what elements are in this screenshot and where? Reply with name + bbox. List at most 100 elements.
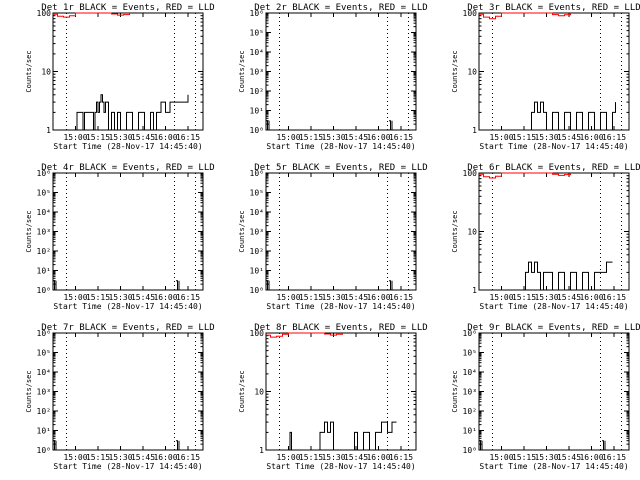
series-line-events — [479, 440, 483, 451]
y-tick-label: 10² — [37, 247, 51, 256]
x-tick-label: 16:15 — [176, 133, 200, 142]
plot-frame — [265, 172, 417, 291]
y-tick-label: 10⁰ — [250, 286, 264, 295]
x-axis-label: Start Time (28-Nov-17 14:45:40) — [53, 462, 202, 471]
x-tick-label: 15:30 — [534, 133, 558, 142]
panel-title: Det 8r BLACK = Events, RED = LLD — [254, 323, 427, 333]
y-tick-label: 10³ — [37, 228, 51, 237]
y-axis-label: Counts/sec — [238, 50, 246, 92]
plot-frame — [265, 332, 417, 451]
plot-frame — [52, 172, 204, 291]
x-tick-label: 16:15 — [389, 453, 413, 462]
y-axis-label: Counts/sec — [451, 370, 459, 412]
y-axis-label: Counts/sec — [451, 210, 459, 252]
series-line-events — [602, 440, 606, 451]
x-axis-label: Start Time (28-Nov-17 14:45:40) — [479, 142, 628, 151]
series-line-events — [288, 421, 397, 451]
x-tick-label: 15:45 — [557, 293, 581, 302]
y-tick-label: 10⁵ — [463, 349, 477, 358]
y-tick-label: 1 — [472, 126, 477, 135]
x-tick-label: 15:30 — [534, 453, 558, 462]
y-tick-label: 1 — [259, 446, 264, 455]
panel-3: Det 3r BLACK = Events, RED = LLD15:0015:… — [451, 3, 640, 151]
y-tick-label: 10⁰ — [463, 446, 477, 455]
y-tick-label: 10⁰ — [37, 446, 51, 455]
series-line-events — [522, 261, 613, 291]
series-line-events — [176, 280, 180, 291]
x-tick-label: 15:00 — [63, 453, 87, 462]
x-tick-label: 15:15 — [299, 133, 323, 142]
x-tick-label: 15:30 — [321, 133, 345, 142]
x-tick-label: 15:00 — [489, 133, 513, 142]
y-tick-label: 1 — [472, 286, 477, 295]
y-tick-label: 100 — [463, 169, 478, 178]
x-tick-label: 16:15 — [389, 293, 413, 302]
series-line-events — [53, 440, 57, 451]
y-tick-label: 10⁵ — [250, 29, 264, 38]
x-tick-label: 15:15 — [299, 293, 323, 302]
x-tick-label: 15:30 — [321, 293, 345, 302]
panel-9: Det 9r BLACK = Events, RED = LLD15:0015:… — [451, 323, 640, 471]
panel-7: Det 7r BLACK = Events, RED = LLD15:0015:… — [25, 323, 215, 471]
y-tick-label: 10⁴ — [250, 48, 264, 57]
panel-title: Det 4r BLACK = Events, RED = LLD — [41, 163, 214, 173]
y-axis-label: Counts/sec — [238, 210, 246, 252]
x-tick-label: 15:15 — [299, 453, 323, 462]
x-tick-label: 15:30 — [534, 293, 558, 302]
y-tick-label: 10⁶ — [37, 169, 51, 178]
x-tick-label: 16:00 — [366, 133, 390, 142]
panel-4: Det 4r BLACK = Events, RED = LLD15:0015:… — [25, 163, 215, 311]
x-tick-label: 15:00 — [489, 293, 513, 302]
x-tick-label: 16:15 — [389, 133, 413, 142]
panel-title: Det 1r BLACK = Events, RED = LLD — [41, 3, 214, 13]
plot-frame — [265, 12, 417, 131]
y-tick-label: 10⁵ — [37, 349, 51, 358]
x-axis-label: Start Time (28-Nov-17 14:45:40) — [479, 302, 628, 311]
x-axis-label: Start Time (28-Nov-17 14:45:40) — [53, 142, 202, 151]
x-axis-label: Start Time (28-Nov-17 14:45:40) — [266, 462, 415, 471]
panel-title: Det 6r BLACK = Events, RED = LLD — [467, 163, 640, 173]
y-tick-label: 10¹ — [250, 107, 264, 116]
x-tick-label: 15:15 — [86, 293, 110, 302]
y-tick-label: 100 — [463, 9, 478, 18]
x-tick-label: 15:45 — [131, 293, 155, 302]
series-line-lld — [479, 12, 571, 20]
y-tick-label: 10³ — [37, 388, 51, 397]
y-tick-label: 10³ — [250, 68, 264, 77]
x-tick-label: 16:00 — [579, 133, 603, 142]
x-tick-label: 15:00 — [63, 133, 87, 142]
series-line-events — [53, 280, 57, 291]
x-tick-label: 15:45 — [344, 133, 368, 142]
y-axis-label: Counts/sec — [238, 370, 246, 412]
y-axis-label: Counts/sec — [451, 50, 459, 92]
x-tick-label: 16:15 — [602, 133, 626, 142]
x-tick-label: 15:15 — [512, 293, 536, 302]
y-tick-label: 1 — [46, 126, 51, 135]
y-tick-label: 10⁴ — [250, 208, 264, 217]
y-tick-label: 10¹ — [250, 267, 264, 276]
x-tick-label: 15:45 — [131, 453, 155, 462]
y-tick-label: 10³ — [250, 228, 264, 237]
x-tick-label: 16:15 — [176, 453, 200, 462]
y-axis-label: Counts/sec — [25, 210, 33, 252]
y-axis-label: Counts/sec — [25, 50, 33, 92]
panel-8: Det 8r BLACK = Events, RED = LLD15:0015:… — [238, 323, 428, 471]
x-tick-label: 15:45 — [131, 133, 155, 142]
y-tick-label: 10⁶ — [250, 9, 264, 18]
series-line-events — [266, 120, 270, 131]
y-tick-label: 100 — [250, 329, 265, 338]
y-tick-label: 10⁰ — [37, 286, 51, 295]
series-line-events — [389, 280, 393, 291]
y-tick-label: 10⁶ — [37, 329, 51, 338]
y-tick-label: 10³ — [463, 388, 477, 397]
series-line-lld — [53, 12, 130, 18]
panel-title: Det 5r BLACK = Events, RED = LLD — [254, 163, 427, 173]
x-tick-label: 16:15 — [602, 293, 626, 302]
y-tick-label: 10 — [254, 388, 264, 397]
x-tick-label: 16:15 — [602, 453, 626, 462]
series-line-lld — [479, 172, 571, 179]
x-axis-label: Start Time (28-Nov-17 14:45:40) — [266, 302, 415, 311]
panel-1: Det 1r BLACK = Events, RED = LLD 15:00 15:… — [25, 3, 215, 151]
x-tick-label: 15:00 — [489, 453, 513, 462]
